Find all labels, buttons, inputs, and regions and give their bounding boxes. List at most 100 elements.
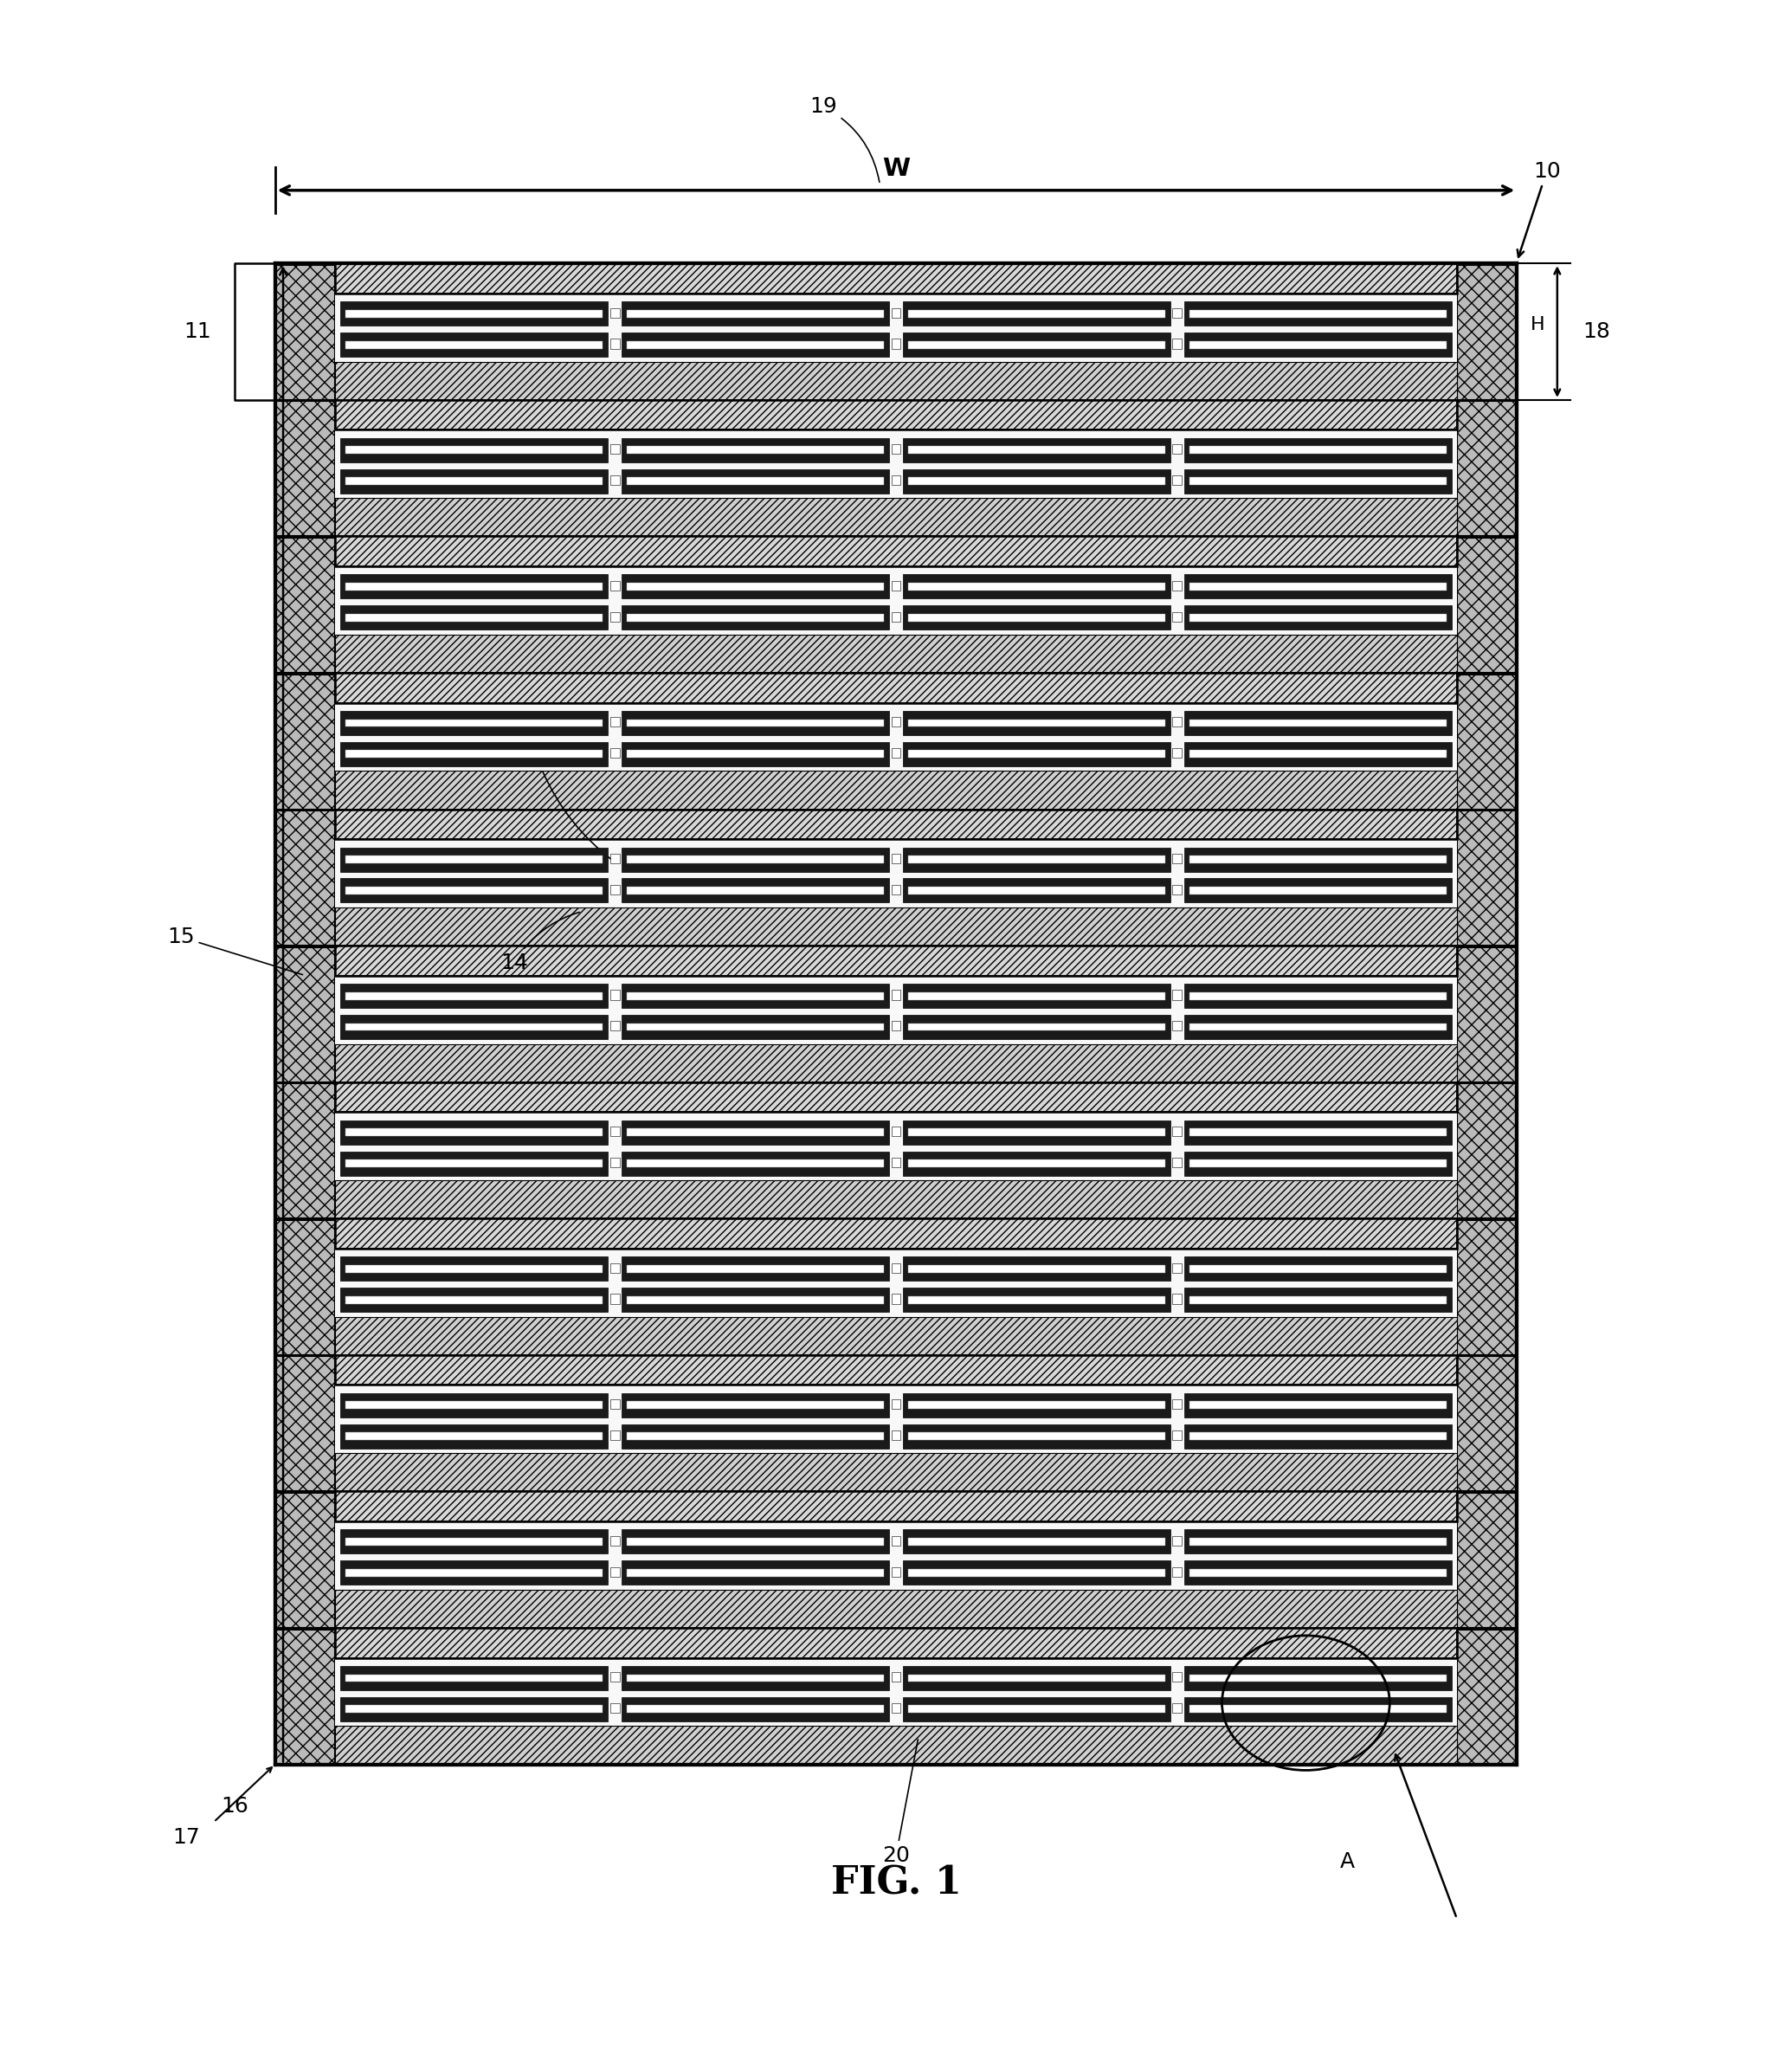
Bar	[1172, 991, 1183, 999]
Bar	[1190, 614, 1446, 622]
Bar	[891, 991, 901, 999]
Bar	[609, 1431, 620, 1441]
Bar	[622, 1150, 889, 1175]
Bar	[891, 1535, 901, 1545]
Bar	[909, 718, 1165, 727]
Bar	[609, 1126, 620, 1136]
Bar	[1172, 716, 1183, 727]
Bar	[276, 811, 335, 946]
Bar	[1172, 1400, 1183, 1408]
Bar	[335, 1355, 1457, 1386]
Bar	[1185, 332, 1452, 356]
Bar	[335, 946, 1457, 976]
Bar	[1185, 1120, 1452, 1144]
Bar	[909, 614, 1165, 622]
Bar	[1172, 1126, 1183, 1136]
Bar	[335, 1627, 1457, 1658]
Bar	[335, 1658, 1457, 1726]
Bar	[627, 614, 883, 622]
Bar	[909, 1024, 1165, 1032]
Bar	[1457, 401, 1516, 536]
Bar	[627, 993, 883, 999]
Bar	[1190, 749, 1446, 757]
Bar	[891, 1021, 901, 1032]
Bar	[1457, 811, 1516, 946]
Bar	[909, 1265, 1165, 1273]
Bar	[891, 1263, 901, 1273]
Bar	[903, 741, 1170, 766]
Bar	[1185, 1394, 1452, 1417]
Bar	[1190, 856, 1446, 864]
Bar	[909, 1159, 1165, 1167]
Bar	[622, 438, 889, 463]
Bar	[335, 1726, 1457, 1765]
Bar	[903, 438, 1170, 463]
Bar	[1172, 581, 1183, 590]
Bar	[622, 710, 889, 735]
Bar	[335, 536, 1457, 567]
Bar	[335, 809, 1457, 839]
Bar	[346, 1265, 602, 1273]
Bar	[891, 340, 901, 348]
Bar	[276, 538, 335, 673]
Bar	[903, 1257, 1170, 1281]
Bar	[1190, 1674, 1446, 1683]
Bar	[909, 993, 1165, 999]
Bar	[335, 1492, 1457, 1521]
Bar	[891, 1126, 901, 1136]
Bar	[1172, 1431, 1183, 1441]
Bar	[891, 854, 901, 864]
Bar	[346, 1402, 602, 1408]
Bar	[909, 1705, 1165, 1713]
Bar	[340, 1425, 607, 1449]
Bar	[903, 847, 1170, 872]
Bar	[891, 884, 901, 895]
Bar	[627, 1568, 883, 1576]
Bar	[346, 856, 602, 864]
Bar	[1172, 475, 1183, 485]
Bar	[340, 1394, 607, 1417]
Bar	[346, 886, 602, 895]
Bar	[903, 1015, 1170, 1040]
Bar	[891, 1672, 901, 1683]
Bar	[622, 332, 889, 356]
Bar	[622, 847, 889, 872]
Text: 17: 17	[172, 1828, 201, 1848]
Bar	[1172, 1021, 1183, 1032]
Bar	[276, 673, 335, 809]
Bar	[276, 1357, 335, 1492]
Bar	[340, 438, 607, 463]
Bar	[622, 1394, 889, 1417]
Bar	[1190, 1433, 1446, 1441]
Bar	[340, 1150, 607, 1175]
Bar	[335, 362, 1457, 399]
Bar	[340, 1697, 607, 1722]
Bar	[609, 307, 620, 317]
Bar	[1457, 1629, 1516, 1765]
Bar	[627, 1402, 883, 1408]
Bar	[627, 1433, 883, 1441]
Bar	[335, 264, 1457, 293]
Bar	[276, 401, 335, 536]
Text: 18: 18	[1582, 321, 1611, 342]
Bar	[276, 1220, 335, 1355]
Bar	[340, 1288, 607, 1312]
Bar	[335, 567, 1457, 635]
Bar	[335, 399, 1457, 430]
Bar	[340, 1120, 607, 1144]
Bar	[622, 575, 889, 600]
Bar	[1172, 1703, 1183, 1713]
Bar	[340, 847, 607, 872]
Bar	[627, 1537, 883, 1545]
Bar	[276, 538, 335, 673]
Bar	[909, 1128, 1165, 1136]
Bar	[335, 1591, 1457, 1627]
Bar	[1190, 993, 1446, 999]
Bar	[609, 749, 620, 757]
Bar	[609, 1672, 620, 1683]
Bar	[609, 612, 620, 622]
Bar	[1457, 1083, 1516, 1218]
Bar	[622, 985, 889, 1007]
Bar	[609, 1294, 620, 1304]
Bar	[903, 301, 1170, 325]
